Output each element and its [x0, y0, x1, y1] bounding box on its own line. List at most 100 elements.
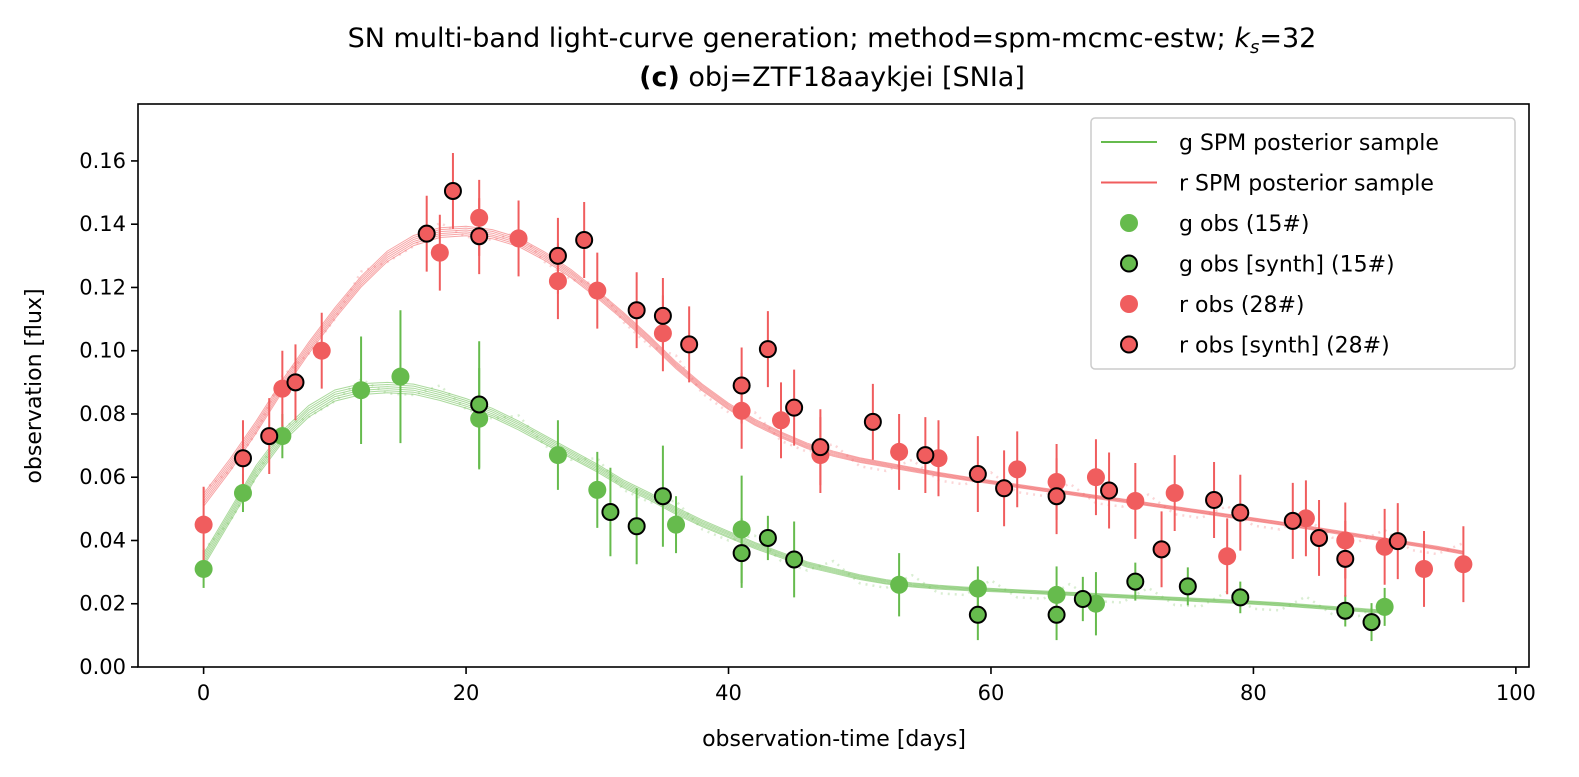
axes: 0 20 40 60 80 100 0.00 0.02 0.04 0.06 0.08 0.10 0.12…: [79, 103, 1536, 705]
y-tick-label: 0.04: [79, 528, 126, 552]
chart-title-line2: (c) obj=ZTF18aaykjei [SNIa]: [639, 62, 1025, 93]
x-tick-label: 0: [197, 681, 210, 705]
r-syn-point: [653, 306, 672, 325]
y-tick-label: 0.08: [79, 402, 126, 426]
r-syn-point: [916, 446, 935, 465]
r-obs-point: [772, 411, 791, 430]
r-syn-point: [417, 224, 436, 243]
y-tick-label: 0.16: [79, 149, 126, 173]
x-axis-label: observation-time [days]: [702, 727, 966, 752]
r-posterior-sample-5: [203, 227, 1464, 553]
g-syn-point: [758, 528, 777, 547]
r-posterior-sample-2: [203, 233, 1464, 555]
g-obs-point: [233, 484, 252, 503]
r-syn-point: [233, 449, 252, 468]
x-tick-label: 60: [978, 681, 1005, 705]
r-obs-point: [509, 229, 528, 248]
legend-label-g-syn: g obs [synth] (15#): [1179, 253, 1395, 278]
r-syn-point: [286, 373, 305, 392]
y-tick-label: 0.02: [79, 592, 126, 616]
r-syn-point: [758, 340, 777, 359]
r-obs-point: [588, 281, 607, 300]
r-syn-point: [968, 465, 987, 484]
g-obs-point: [1375, 597, 1394, 616]
plot-area: [194, 153, 1473, 642]
legend-handle-r-obs: [1120, 295, 1138, 313]
legend-frame: [1090, 117, 1516, 370]
r-obs-point: [1454, 555, 1473, 574]
chart-title-line1: SN multi-band light-curve generation; me…: [348, 23, 1317, 58]
legend-label-r-curve: r SPM posterior sample: [1179, 172, 1434, 197]
legend-label-r-syn: r obs [synth] (28#): [1179, 334, 1390, 359]
g-syn-point: [1336, 601, 1355, 620]
g-obs-point: [391, 367, 410, 386]
r-syn-point: [1310, 528, 1329, 547]
r-syn-point: [1388, 532, 1407, 551]
g-obs-point: [968, 579, 987, 598]
g-obs-point: [667, 515, 686, 534]
r-syn-point: [1283, 511, 1302, 530]
r-obs-point: [1008, 460, 1027, 479]
r-syn-point: [811, 438, 830, 457]
r-obs-point: [1126, 491, 1145, 510]
g-obs-point: [352, 381, 371, 400]
r-syn-point: [627, 301, 646, 320]
r-obs-point: [732, 401, 751, 420]
legend-handle-r-syn: [1120, 335, 1138, 354]
r-obs-point: [1165, 484, 1184, 503]
r-obs-point: [1218, 547, 1237, 566]
g-syn-point: [785, 550, 804, 569]
r-syn-point: [995, 479, 1014, 498]
r-syn-point: [1152, 540, 1171, 559]
g-syn-point: [1126, 572, 1145, 591]
r-syn-point: [1205, 490, 1224, 509]
r-obs-point: [653, 324, 672, 343]
r-syn-point: [575, 231, 594, 250]
g-obs-point: [194, 559, 213, 578]
r-obs-point: [1086, 468, 1105, 487]
legend-label-g-obs: g obs (15#): [1179, 212, 1309, 237]
r-obs-point: [470, 208, 489, 227]
legend-label-g-curve: g SPM posterior sample: [1179, 131, 1439, 156]
r-posterior-sample-1: [203, 235, 1464, 555]
r-syn-point: [443, 181, 462, 200]
g-obs-point: [273, 427, 292, 446]
g-obs-point: [1047, 585, 1066, 604]
g-syn-point: [1178, 577, 1197, 596]
x-tick-label: 80: [1240, 681, 1267, 705]
g-syn-point: [470, 395, 489, 414]
r-syn-point: [548, 246, 567, 265]
legend: g SPM posterior sample r SPM posterior sa…: [1090, 117, 1516, 370]
r-syn-point: [260, 427, 279, 446]
r-syn-point: [1231, 503, 1250, 522]
g-syn-point: [653, 487, 672, 506]
plot-frame: [137, 103, 1530, 668]
g-syn-point: [627, 517, 646, 536]
legend-label-r-obs: r obs (28#): [1179, 293, 1305, 318]
g-syn-point: [1047, 605, 1066, 624]
r-posterior-sample-4: [203, 229, 1464, 553]
g-obs-point: [548, 446, 567, 465]
legend-handle-g-obs: [1120, 214, 1138, 232]
r-obs-point: [548, 272, 567, 291]
r-posterior-sample-6: [203, 225, 1464, 552]
g-syn-point: [1231, 588, 1250, 607]
g-syn-point: [968, 605, 987, 624]
r-syn-point: [1047, 487, 1066, 506]
g-syn-point: [601, 503, 620, 522]
g-obs-point: [470, 409, 489, 428]
r-syn-point: [732, 376, 751, 395]
r-syn-point: [680, 335, 699, 354]
r-obs-point: [1415, 559, 1434, 578]
g-obs-point: [890, 575, 909, 594]
legend-handle-g-syn: [1120, 254, 1138, 273]
r-syn-point: [863, 412, 882, 431]
plot-content: [194, 153, 1473, 642]
r-syn-point: [1336, 549, 1355, 568]
r-obs-point: [430, 243, 449, 262]
g-obs-point: [588, 480, 607, 499]
r-syn-point: [1100, 481, 1119, 500]
x-tick-label: 100: [1496, 681, 1536, 705]
y-tick-label: 0.00: [79, 655, 126, 679]
